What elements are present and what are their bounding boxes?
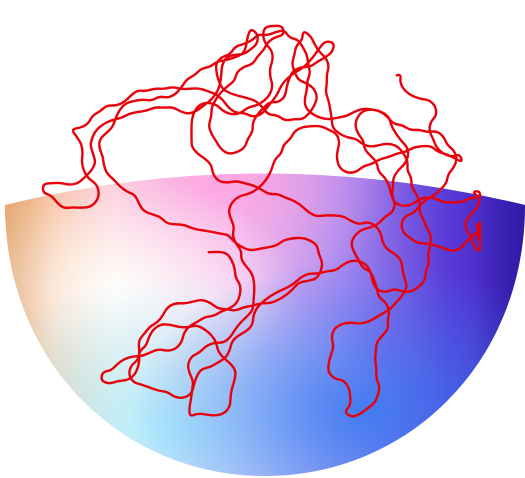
random-walk-curve	[41, 24, 482, 418]
